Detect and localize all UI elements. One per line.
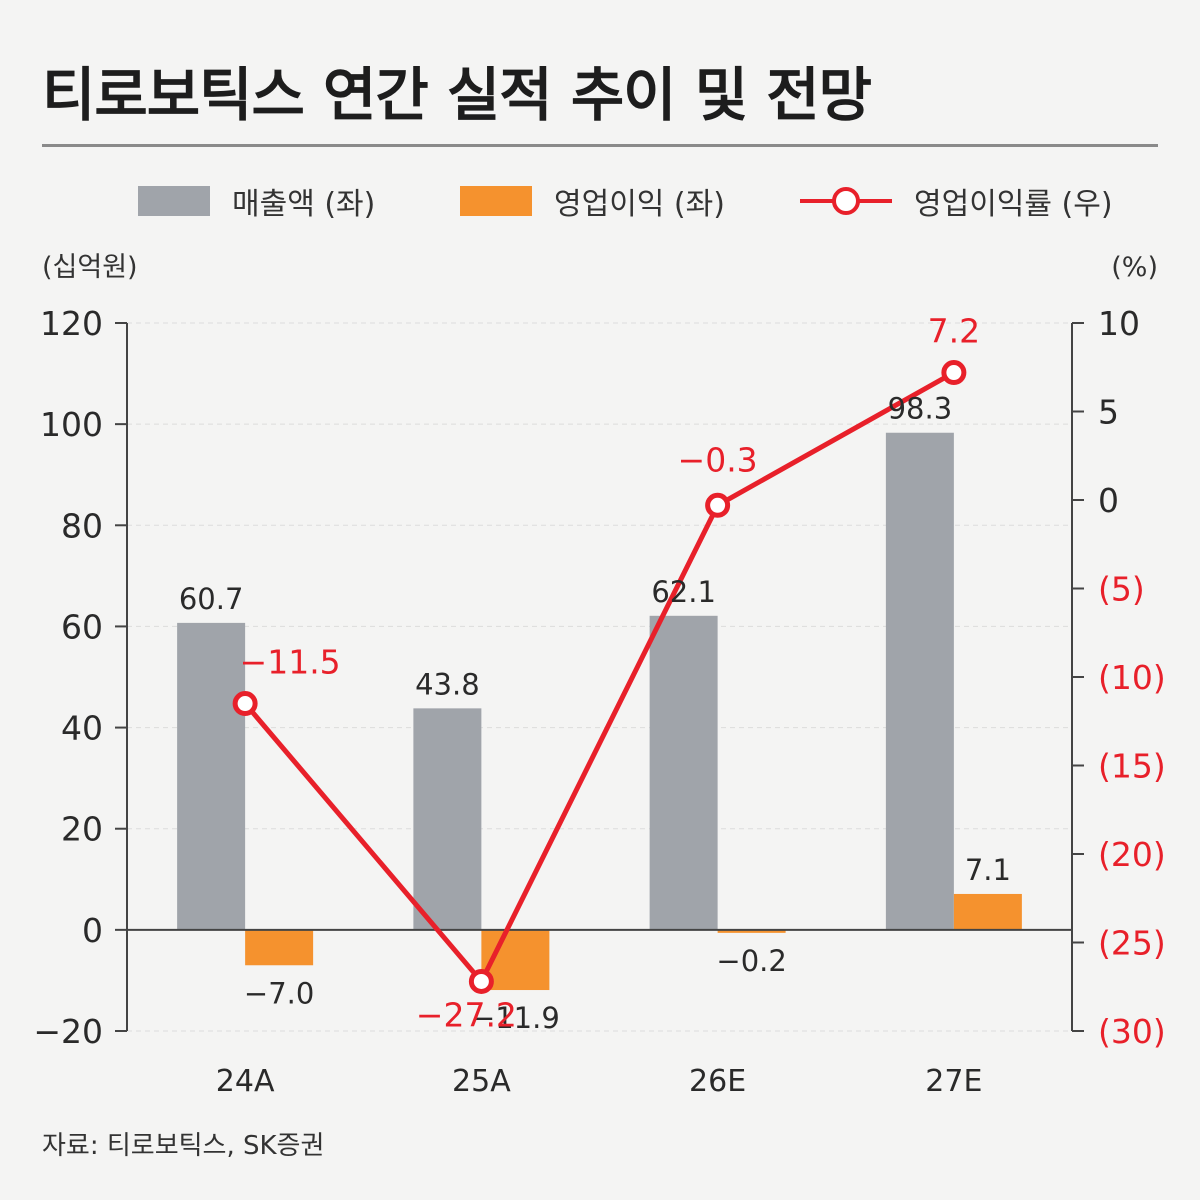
- legend-item-op-income: 영업이익 (좌): [460, 176, 725, 226]
- revenue-bar: [885, 432, 954, 930]
- chart-title: 티로보틱스 연간 실적 추이 및 전망: [42, 61, 872, 129]
- left-tick-label: 120: [40, 304, 103, 343]
- op-income-data-label: 7.1: [965, 853, 1011, 887]
- op-margin-data-label: −11.5: [240, 643, 341, 682]
- legend-label-op-income: 영업이익 (좌): [554, 187, 725, 222]
- left-axis-unit: (십억원): [42, 252, 138, 283]
- op-margin-line: [243, 370, 956, 984]
- op-margin-point: [468, 968, 494, 994]
- right-tick-label: 0: [1098, 481, 1119, 520]
- legend-item-revenue: 매출액 (좌): [138, 176, 375, 226]
- x-tick-label: 27E: [925, 1064, 982, 1099]
- op-margin-data-label: −27.2: [416, 995, 517, 1034]
- x-tick-label: 24A: [216, 1064, 275, 1099]
- left-tick-label: 0: [82, 911, 103, 950]
- legend-item-op-margin: 영업이익률 (우): [800, 176, 1113, 226]
- op-income-bar: [953, 893, 1022, 930]
- right-tick-label: (10): [1098, 658, 1166, 697]
- left-tick-label: 40: [61, 709, 103, 748]
- right-tick-label: (30): [1098, 1012, 1166, 1051]
- op-income-data-label: −7.0: [244, 976, 314, 1010]
- x-tick-label: 26E: [689, 1064, 746, 1099]
- op-margin-point: [232, 691, 258, 717]
- source-note: 자료: 티로보틱스, SK증권: [42, 1131, 325, 1161]
- left-tick-label: 80: [61, 506, 103, 545]
- revenue-data-label: 60.7: [179, 582, 244, 616]
- right-tick-label: 5: [1098, 393, 1119, 432]
- right-axis-unit: (%): [1111, 252, 1158, 283]
- right-tick-label: (20): [1098, 835, 1166, 874]
- combo-chart: (십억원) (%) 120 100 80 60 40 20 0 −20 10 5 0 (5) (10) (…: [33, 252, 1166, 1099]
- revenue-bar: [413, 708, 482, 930]
- op-income-bar: [717, 929, 786, 933]
- right-tick-label: (5): [1098, 570, 1145, 609]
- op-income-data-label: −11.9: [471, 1001, 560, 1035]
- legend-label-revenue: 매출액 (좌): [232, 187, 376, 222]
- revenue-bar: [649, 615, 718, 930]
- left-tick-label: −20: [33, 1012, 103, 1051]
- x-tick-label: 25A: [452, 1064, 511, 1099]
- op-margin-point: [705, 492, 731, 518]
- legend-label-op-margin: 영업이익률 (우): [914, 187, 1113, 222]
- op-margin-data-label: −0.3: [678, 440, 758, 479]
- right-tick-label: (15): [1098, 747, 1166, 786]
- revenue-data-label: 62.1: [651, 575, 716, 609]
- revenue-data-label: 43.8: [415, 667, 480, 701]
- revenue-data-label: 98.3: [888, 392, 953, 426]
- legend-swatch-op-margin: [800, 186, 892, 216]
- left-tick-label: 100: [40, 405, 103, 444]
- legend-swatch-revenue: [138, 186, 210, 216]
- legend-swatch-op-income: [460, 186, 532, 216]
- right-tick-label: (25): [1098, 924, 1166, 963]
- legend: 매출액 (좌) 영업이익 (좌) 영업이익률 (우): [0, 176, 1200, 226]
- op-income-data-label: −0.2: [716, 944, 786, 978]
- revenue-bar: [177, 622, 246, 930]
- right-tick-label: 10: [1098, 304, 1140, 343]
- op-margin-point: [941, 360, 967, 386]
- op-income-bar: [245, 929, 314, 966]
- left-tick-label: 60: [61, 607, 103, 646]
- title-divider: [42, 144, 1158, 147]
- left-tick-label: 20: [61, 810, 103, 849]
- op-margin-data-label: 7.2: [928, 312, 980, 351]
